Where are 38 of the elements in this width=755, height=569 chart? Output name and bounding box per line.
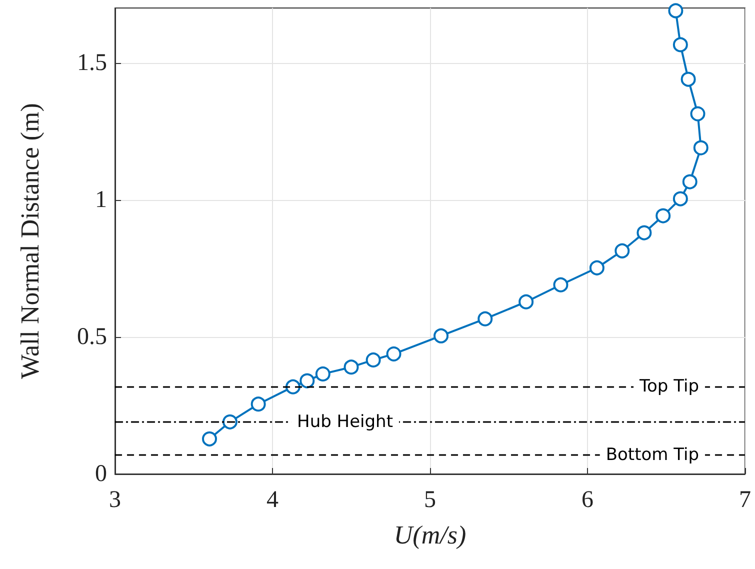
point [344, 360, 359, 375]
y-tick-label: 0.5 [77, 324, 107, 350]
ref-line-label: Hub Height [297, 412, 394, 432]
y-tick-label: 0 [95, 461, 107, 487]
x-tick-label: 7 [739, 487, 751, 513]
point [680, 72, 696, 87]
point [553, 277, 568, 292]
y-tick-label: 1.5 [77, 50, 107, 76]
point [614, 243, 630, 258]
y-axis-title: Wall Normal Distance (m) [16, 103, 44, 379]
point [366, 352, 381, 368]
x-tick-label: 5 [424, 487, 436, 513]
ref-line-label: Bottom Tip [606, 444, 699, 465]
point [250, 396, 266, 412]
ref-line-label: Top Tip [638, 376, 699, 396]
point [656, 208, 671, 224]
point [434, 328, 449, 344]
x-axis-title: U(m/s) [394, 520, 466, 550]
point [636, 225, 652, 240]
point [300, 373, 315, 388]
point [222, 414, 238, 430]
x-tick-label: 4 [266, 487, 278, 513]
point [589, 260, 604, 276]
point [668, 3, 684, 18]
point [682, 174, 698, 190]
x-tick-label: 6 [582, 487, 594, 513]
y-tick-label: 1 [95, 186, 107, 213]
point [672, 37, 688, 52]
point [315, 366, 330, 382]
point [672, 191, 688, 206]
point [478, 311, 493, 326]
x-tick-label: 3 [109, 487, 121, 513]
point [202, 431, 217, 446]
point [693, 140, 708, 156]
point [386, 346, 402, 362]
point [285, 379, 300, 394]
point [690, 106, 706, 122]
point [518, 294, 534, 310]
